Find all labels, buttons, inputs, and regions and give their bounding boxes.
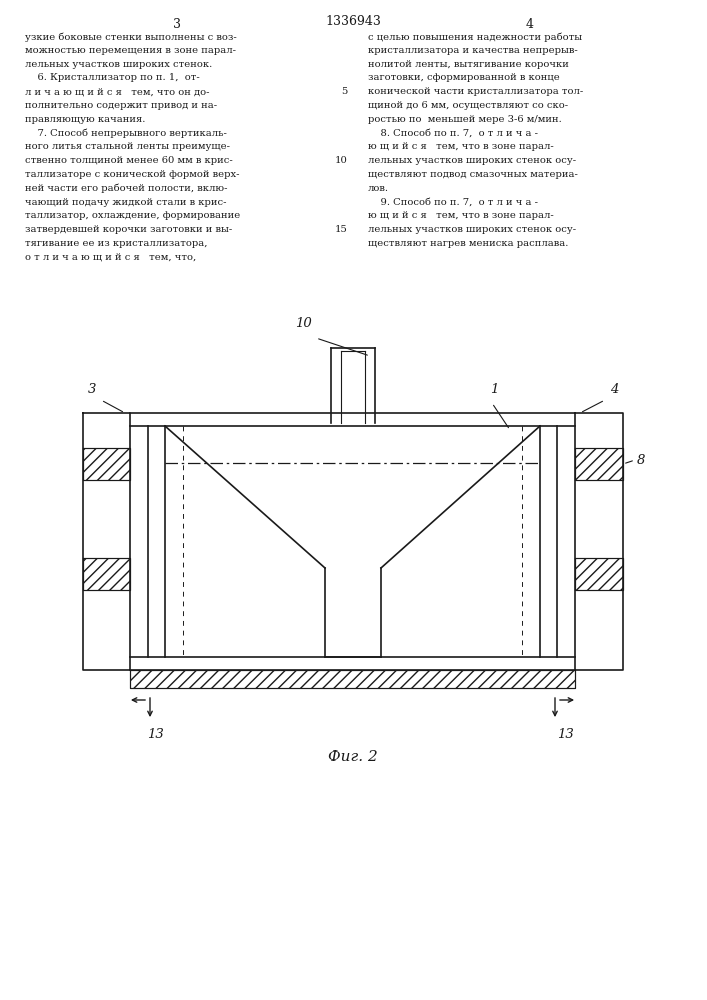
Text: правляющую качания.: правляющую качания. (25, 115, 146, 124)
Text: ществляют нагрев мениска расплава.: ществляют нагрев мениска расплава. (368, 239, 568, 248)
Text: ю щ и й с я   тем, что в зоне парал-: ю щ и й с я тем, что в зоне парал- (368, 142, 554, 151)
Text: 8. Способ по п. 7,  о т л и ч а -: 8. Способ по п. 7, о т л и ч а - (368, 129, 538, 138)
Text: тягивание ее из кристаллизатора,: тягивание ее из кристаллизатора, (25, 239, 207, 248)
Text: с целью повышения надежности работы: с целью повышения надежности работы (368, 32, 582, 41)
Text: лов.: лов. (368, 184, 389, 193)
Text: узкие боковые стенки выполнены с воз-: узкие боковые стенки выполнены с воз- (25, 32, 237, 41)
Text: 7. Способ непрерывного вертикаль-: 7. Способ непрерывного вертикаль- (25, 129, 227, 138)
Text: ней части его рабочей полости, вклю-: ней части его рабочей полости, вклю- (25, 184, 228, 193)
Text: ного литья стальной ленты преимуще-: ного литья стальной ленты преимуще- (25, 142, 230, 151)
Text: щиной до 6 мм, осуществляют со ско-: щиной до 6 мм, осуществляют со ско- (368, 101, 568, 110)
Bar (83, 558, 130, 590)
Bar (575, 448, 623, 480)
Text: 1336943: 1336943 (325, 15, 381, 28)
Text: 5: 5 (341, 87, 348, 96)
Text: можностью перемещения в зоне парал-: можностью перемещения в зоне парал- (25, 46, 236, 55)
Text: ществляют подвод смазочных материа-: ществляют подвод смазочных материа- (368, 170, 578, 179)
Text: л и ч а ю щ и й с я   тем, что он до-: л и ч а ю щ и й с я тем, что он до- (25, 87, 209, 96)
Text: ростью по  меньшей мере 3-6 м/мин.: ростью по меньшей мере 3-6 м/мин. (368, 115, 562, 124)
Text: заготовки, сформированной в конце: заготовки, сформированной в конце (368, 73, 560, 82)
Text: 1: 1 (490, 383, 498, 396)
Text: конической части кристаллизатора тол-: конической части кристаллизатора тол- (368, 87, 583, 96)
Text: 4: 4 (526, 18, 534, 31)
Text: кристаллизатора и качества непрерыв-: кристаллизатора и качества непрерыв- (368, 46, 578, 55)
Text: 3: 3 (88, 383, 96, 396)
Text: таллизатор, охлаждение, формирование: таллизатор, охлаждение, формирование (25, 211, 240, 220)
Bar (575, 558, 623, 590)
Text: 6. Кристаллизатор по п. 1,  от-: 6. Кристаллизатор по п. 1, от- (25, 73, 200, 82)
Text: чающий подачу жидкой стали в крис-: чающий подачу жидкой стали в крис- (25, 198, 226, 207)
Text: 3: 3 (173, 18, 181, 31)
Text: затвердевшей корочки заготовки и вы-: затвердевшей корочки заготовки и вы- (25, 225, 233, 234)
Bar (130, 670, 575, 688)
Text: 15: 15 (335, 225, 348, 234)
Text: полнительно содержит привод и на-: полнительно содержит привод и на- (25, 101, 217, 110)
Text: 10: 10 (295, 317, 311, 330)
Text: лельных участков широких стенок осу-: лельных участков широких стенок осу- (368, 156, 576, 165)
Text: о т л и ч а ю щ и й с я   тем, что,: о т л и ч а ю щ и й с я тем, что, (25, 253, 197, 262)
Text: Фиг. 2: Фиг. 2 (328, 750, 378, 764)
Text: нолитой ленты, вытягивание корочки: нолитой ленты, вытягивание корочки (368, 60, 569, 69)
Text: ю щ и й с я   тем, что в зоне парал-: ю щ и й с я тем, что в зоне парал- (368, 211, 554, 220)
Bar (83, 448, 130, 480)
Text: 10: 10 (335, 156, 348, 165)
Text: 13: 13 (556, 728, 573, 741)
Text: 4: 4 (609, 383, 618, 396)
Text: 9. Способ по п. 7,  о т л и ч а -: 9. Способ по п. 7, о т л и ч а - (368, 198, 538, 207)
Text: 8: 8 (637, 454, 645, 466)
Text: ственно толщиной менее 60 мм в крис-: ственно толщиной менее 60 мм в крис- (25, 156, 233, 165)
Text: таллизаторе с конической формой верх-: таллизаторе с конической формой верх- (25, 170, 240, 179)
Text: лельных участков широких стенок.: лельных участков широких стенок. (25, 60, 212, 69)
Text: 13: 13 (146, 728, 163, 741)
Text: лельных участков широких стенок осу-: лельных участков широких стенок осу- (368, 225, 576, 234)
